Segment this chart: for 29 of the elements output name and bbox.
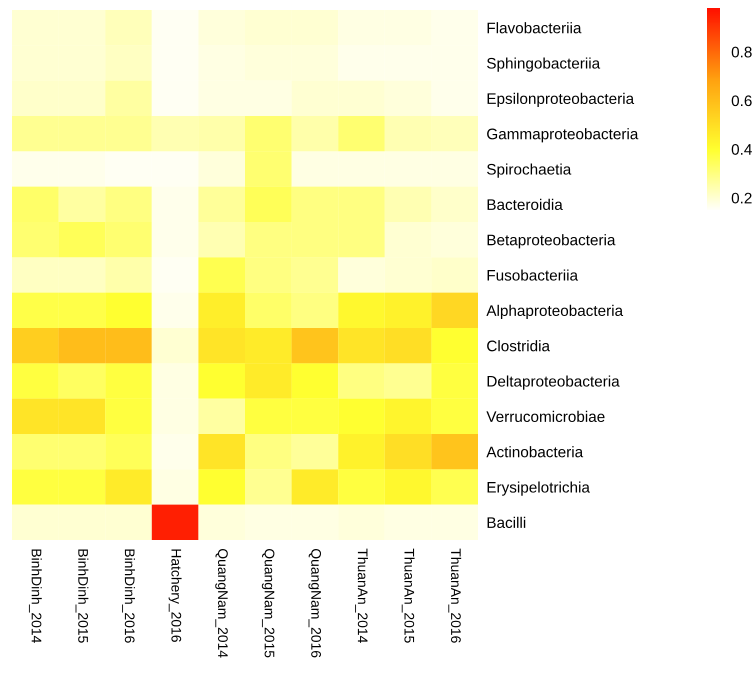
y-tick-label: Bacteroidia — [488, 198, 563, 210]
y-tick-label: Bacilli — [488, 516, 526, 528]
x-tick-label: BinhDinh_2014 — [28, 549, 42, 643]
y-tick-label: Erysipelotrichia — [488, 481, 590, 496]
y-tick-label: Sphingobacteriia — [487, 57, 600, 72]
y-tick-label: Clostridia — [487, 340, 550, 352]
color-bar-label: 0.8 — [732, 46, 752, 58]
y-tick-label: Gammaproteobacteria — [487, 128, 638, 142]
x-tick-label: QuangNam_2016 — [308, 548, 322, 658]
y-tick-label: Flavobacteriia — [488, 22, 582, 34]
color-bar-label: 0.6 — [732, 95, 752, 106]
y-tick-label: Deltaproteobacteria — [488, 375, 620, 390]
x-tick-label: BinhDinh_2015 — [76, 549, 88, 643]
y-tick-label: Spirochaetia — [487, 163, 572, 178]
x-tick-label: ThuanAn_2016 — [448, 548, 462, 643]
y-tick-label: Fusobacteriia — [488, 269, 578, 281]
y-tick-label: Epsilonproteobacteria — [488, 92, 634, 108]
color-bar-label: 0.2 — [732, 192, 752, 204]
x-tick-label: BinhDinh_2016 — [122, 549, 135, 643]
x-tick-label: Hatchery_2016 — [168, 549, 182, 642]
y-tick-label: Actinobacteria — [486, 446, 584, 458]
y-tick-label: Alphaproteobacteria — [486, 304, 624, 320]
x-tick-label: QuangNam_2015 — [262, 548, 274, 658]
y-tick-label: Verrucomicrobiae — [486, 410, 605, 422]
x-tick-label: ThuanAn_2014 — [355, 548, 368, 643]
x-tick-label: ThuanAn_2015 — [402, 548, 415, 643]
x-tick-label: QuangNam_2014 — [215, 548, 228, 658]
color-bar-label: 0.4 — [732, 144, 752, 155]
y-tick-label: Betaproteobacteria — [488, 234, 616, 248]
